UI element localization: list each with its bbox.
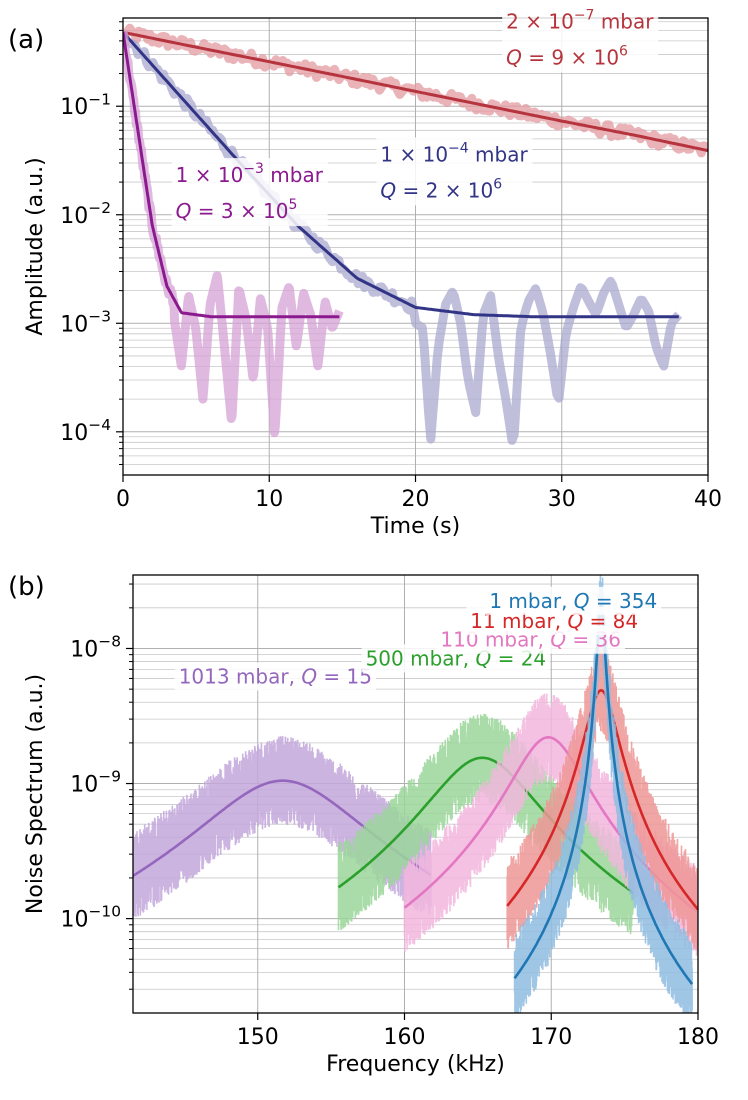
series-label-text: 1013 mbar, Q = 15 <box>179 665 372 689</box>
label-background <box>174 662 377 691</box>
panel-label: (a) <box>8 25 44 55</box>
annotation-text: Q = 9 × 106 <box>506 44 628 70</box>
annotation-text: Q = 3 × 105 <box>176 197 298 223</box>
series-annotation: 2 × 10−7 mbar Q = 9 × 106 <box>502 4 659 73</box>
y-tick-label: 10−1 <box>60 90 111 120</box>
lorentzian-fit <box>403 735 698 914</box>
chart-panel-a: 10−4 10−3 10−2 10−1 0 10 20 30 40 Time (s) Amplitu… <box>8 4 722 539</box>
annotation-text: 2 × 10−7 mbar <box>506 8 654 34</box>
annotation-text: 1 × 10−3 mbar <box>176 161 324 187</box>
label-background <box>376 137 533 206</box>
chart-panel-b: 10−10 10−9 10−8 150 160 170 180 Frequency (kHz)… <box>8 572 719 1077</box>
series-label: 1013 mbar, Q = 15 <box>174 662 377 691</box>
label-background <box>502 4 659 73</box>
y-tick-label: 10−10 <box>61 903 121 933</box>
annotation-text: 1 × 10−4 mbar <box>380 140 528 166</box>
series-label: 1 mbar, Q = 354 <box>485 586 662 615</box>
series-annotation: 1 × 10−3 mbar Q = 3 × 105 <box>171 158 328 227</box>
x-tick-label: 20 <box>402 487 430 512</box>
x-axis-label: Frequency (kHz) <box>326 1052 505 1077</box>
panel-label: (b) <box>8 572 45 602</box>
x-tick-label: 30 <box>548 487 576 512</box>
fit-line <box>123 32 340 319</box>
x-tick-label: 170 <box>530 1025 572 1050</box>
x-tick-label: 40 <box>694 487 722 512</box>
series-2e-7-mbar <box>123 23 708 158</box>
y-tick-label: 10−2 <box>60 199 111 229</box>
axes-frame <box>122 17 709 476</box>
plot-area <box>133 575 698 1013</box>
label-background <box>171 158 328 227</box>
lorentzian-fit <box>506 689 698 911</box>
lorentzian-fit <box>337 756 635 894</box>
x-tick-label: 10 <box>255 487 283 512</box>
y-axis-label: Amplitude (a.u.) <box>23 157 48 335</box>
fit-line <box>123 30 708 153</box>
y-tick-label: 10−9 <box>70 768 121 798</box>
fit-line <box>123 31 679 319</box>
y-tick-label: 10−4 <box>60 416 111 446</box>
x-axis-label: Time (s) <box>370 514 460 539</box>
x-tick-label: 160 <box>383 1025 425 1050</box>
y-tick-label: 10−3 <box>60 307 111 337</box>
y-tick-label: 10−8 <box>70 633 121 663</box>
label-background <box>485 586 662 615</box>
y-axis-label: Noise Spectrum (a.u.) <box>23 674 48 914</box>
series-1e-4-mbar <box>123 31 683 445</box>
x-tick-label: 180 <box>677 1025 719 1050</box>
axes-frame <box>132 574 699 1014</box>
series-label-text: 1 mbar, Q = 354 <box>489 589 657 613</box>
x-tick-label: 150 <box>237 1025 279 1050</box>
x-tick-label: 0 <box>116 487 130 512</box>
annotation-text: Q = 2 × 106 <box>380 176 502 202</box>
plot-area <box>123 23 708 445</box>
series-annotation: 1 × 10−4 mbar Q = 2 × 106 <box>376 137 533 206</box>
series-1e-3-mbar <box>123 30 344 438</box>
